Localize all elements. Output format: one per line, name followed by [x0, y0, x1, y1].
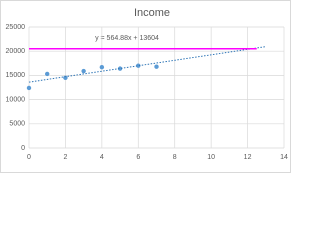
x-tick-label: 4 — [100, 154, 104, 161]
trendline-equation: y = 564.88x + 13604 — [95, 35, 159, 42]
data-point — [26, 85, 32, 91]
data-point — [63, 75, 68, 81]
data-point — [154, 64, 159, 69]
trendline — [28, 46, 266, 83]
x-tick-label: 14 — [280, 154, 288, 161]
x-tick-label: 12 — [244, 154, 252, 161]
y-tick-label: 10000 — [6, 96, 26, 103]
chart-title: Income — [134, 7, 170, 19]
y-tick-label: 25000 — [6, 24, 26, 31]
data-point — [99, 64, 105, 70]
data-point — [117, 66, 123, 71]
chart-frame — [0, 0, 291, 173]
x-tick-label: 6 — [136, 154, 140, 161]
x-tick-label: 0 — [27, 154, 31, 161]
y-tick-label: 5000 — [9, 121, 25, 128]
x-tick-label: 10 — [207, 154, 215, 161]
y-tick-label: 20000 — [6, 48, 26, 55]
data-point — [45, 71, 50, 77]
y-tick-label: 15000 — [6, 72, 26, 79]
x-tick-label: 2 — [63, 154, 67, 161]
data-point — [81, 68, 86, 74]
y-tick-label: 0 — [21, 145, 25, 152]
data-point — [136, 63, 141, 68]
x-tick-label: 8 — [173, 154, 177, 161]
page: Income y = 564.88x + 13604 0 5000 10000 150… — [0, 0, 291, 173]
chart: Income y = 564.88x + 13604 0 5000 10000 150… — [0, 0, 291, 173]
